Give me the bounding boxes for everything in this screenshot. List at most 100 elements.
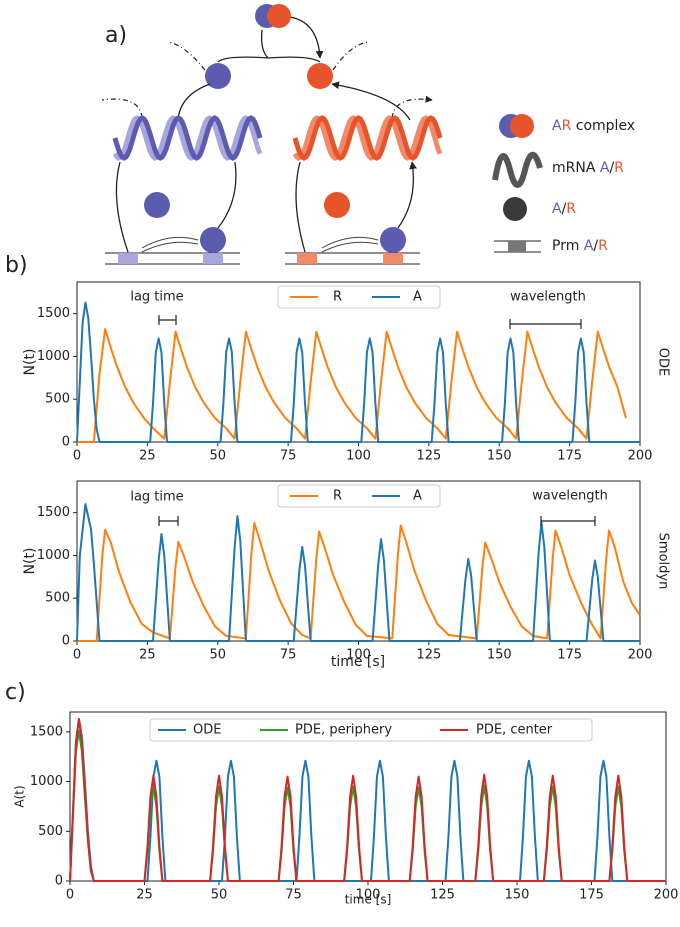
x-tick-label: 200 [628, 449, 653, 464]
x-tick-label: 175 [579, 888, 604, 903]
x-tick-label: 75 [280, 449, 297, 464]
legend-sep: / [593, 238, 598, 254]
legend-label: R [333, 290, 342, 305]
y-tick-label: 0 [55, 874, 63, 889]
x-tick-label: 175 [557, 648, 582, 663]
x-tick-label: 50 [209, 449, 226, 464]
protein-r [307, 63, 333, 89]
legend-sep: / [609, 160, 614, 176]
legend-box [277, 484, 441, 508]
protein-a [200, 227, 226, 253]
series-line [76, 503, 640, 642]
x-tick-label: 50 [209, 648, 226, 663]
legend-label: mRNA [552, 160, 596, 176]
promoter-r [297, 253, 317, 264]
series-line [69, 717, 666, 882]
x-tick-label: 100 [346, 449, 371, 464]
side-label: ODE [656, 348, 671, 376]
arrow [289, 16, 324, 59]
panel-label: b) [5, 253, 28, 278]
series-line [69, 729, 666, 882]
y-tick-label: 1000 [37, 548, 70, 563]
panel-label: a) [105, 23, 127, 48]
x-tick-label: 75 [285, 888, 302, 903]
x-tick-label: 0 [73, 449, 81, 464]
y-tick-label: 0 [62, 634, 70, 649]
x-tick-label: 0 [73, 648, 81, 663]
x-tick-label: 25 [139, 648, 156, 663]
translation-arrows [177, 84, 411, 121]
legend-protein [503, 197, 527, 221]
series-line [77, 521, 641, 642]
binding-lines [217, 29, 321, 63]
legend-a: A [600, 160, 610, 176]
x-tick-label: 125 [416, 648, 441, 663]
x-tick-label: 100 [356, 888, 381, 903]
diagram: a) AR complex mRNA A/R A/R Pr [101, 4, 635, 265]
x-tick-label: 25 [136, 888, 153, 903]
y-tick-label: 1000 [37, 349, 70, 364]
x-tick-label: 50 [211, 888, 228, 903]
legend-label: A [413, 290, 422, 305]
promoter-a [118, 253, 138, 264]
promoter-r [383, 253, 403, 264]
panel-label: c) [5, 680, 26, 705]
protein-a [205, 63, 231, 89]
x-tick-label: 175 [557, 449, 582, 464]
annotation: wavelength [510, 290, 586, 305]
legend-r: R [598, 238, 608, 254]
x-tick-label: 150 [505, 888, 530, 903]
annotation-bracket [540, 516, 596, 526]
side-label: Smoldyn [656, 533, 671, 590]
x-axis-label: time [s] [331, 654, 385, 670]
legend-text: mRNA A/R [552, 160, 624, 176]
y-tick-label: 1500 [37, 306, 70, 321]
x-tick-label: 25 [139, 449, 156, 464]
legend-complex-r [510, 114, 534, 138]
x-tick-label: 200 [654, 888, 679, 903]
promoter-a [203, 253, 223, 264]
legend-label: A [413, 489, 422, 504]
helices [112, 115, 443, 161]
annotation: wavelength [532, 489, 608, 504]
y-tick-label: 500 [45, 591, 70, 606]
legend-r: R [566, 201, 576, 217]
legend-text: A/R [552, 201, 576, 217]
y-tick-label: 500 [38, 824, 63, 839]
legend-r: R [562, 118, 572, 134]
protein-r [324, 192, 350, 218]
protein-a [144, 192, 170, 218]
annotation-bracket [509, 319, 582, 329]
x-tick-label: 150 [487, 648, 512, 663]
y-tick-label: 1000 [30, 774, 63, 789]
degradation-arrows [101, 41, 432, 119]
y-axis-label: A(t) [13, 785, 27, 807]
transcription-arrows [115, 162, 413, 253]
y-tick-label: 0 [62, 435, 70, 450]
legend-label: complex [576, 118, 635, 134]
legend-box [277, 285, 441, 309]
x-tick-label: 150 [487, 449, 512, 464]
x-axis-label: time [s] [345, 893, 392, 907]
legend-label: Prm [552, 238, 579, 254]
legend-label: PDE, center [476, 723, 553, 738]
legend-text: Prm A/R [552, 238, 608, 254]
legend-promoter [508, 241, 526, 252]
legend-label: PDE, periphery [295, 723, 392, 738]
x-tick-label: 75 [280, 648, 297, 663]
legend-a: A [552, 201, 562, 217]
y-tick-label: 500 [45, 392, 70, 407]
legend-sep: / [562, 201, 567, 217]
series-line [77, 328, 627, 443]
x-tick-label: 200 [628, 648, 653, 663]
x-tick-label: 100 [346, 648, 371, 663]
y-axis-label: N(t) [22, 349, 38, 376]
legend-text: AR complex [552, 118, 635, 134]
binding-arrows [141, 236, 379, 253]
legend-a: A [552, 118, 562, 134]
series-line [76, 301, 640, 443]
legend-helix [492, 151, 543, 188]
legend-label: ODE [193, 723, 221, 738]
helix-front [112, 115, 263, 161]
